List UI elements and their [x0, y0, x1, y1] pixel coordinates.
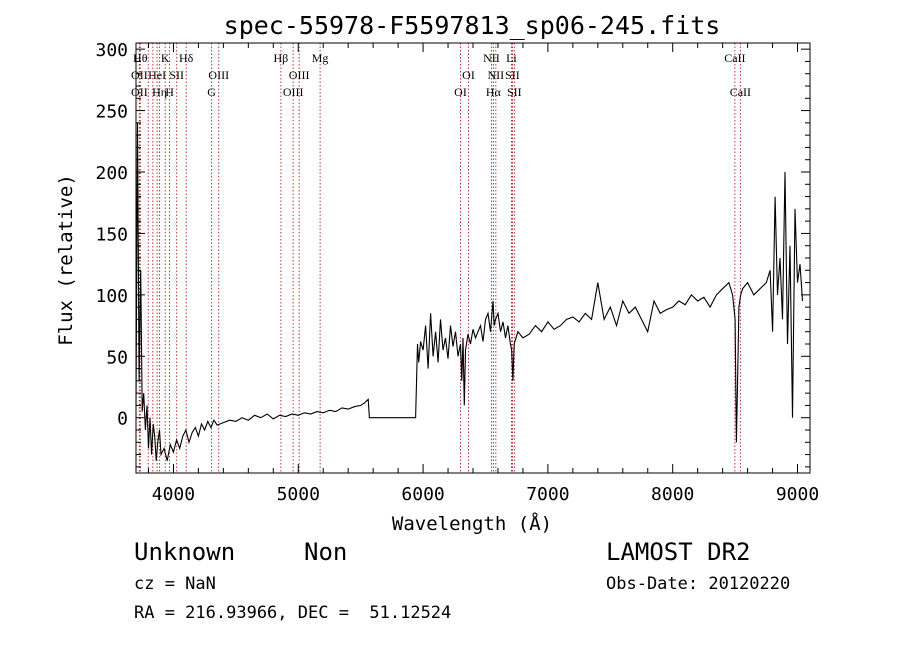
- line-label-10: Hδ: [179, 51, 194, 65]
- line-label-8: H: [165, 85, 174, 99]
- axis-ticks: 4000 5000 6000 7000 8000 9000 0 50 100 150 200 250 3…: [95, 40, 819, 505]
- y-tick-label-6: 300: [95, 40, 128, 61]
- line-label-11: G: [207, 85, 216, 99]
- line-label-15: OIII: [289, 68, 310, 82]
- spectral-line-markers: [138, 43, 741, 473]
- y-axis-label: Flux (relative): [55, 174, 77, 346]
- line-label-6: Hη: [152, 85, 167, 99]
- line-label-18: OI: [462, 68, 475, 82]
- survey-name: LAMOST DR2: [606, 538, 751, 566]
- y-tick-label-5: 250: [95, 102, 128, 123]
- line-label-14: OIII: [283, 85, 304, 99]
- x-tick-label-0: 4000: [152, 484, 195, 505]
- line-label-12: OIII: [208, 68, 229, 82]
- y-tick-label-1: 50: [106, 347, 128, 368]
- subclass: Non: [304, 538, 348, 566]
- line-label-24: SII: [507, 85, 522, 99]
- line-label-16: Mg: [312, 51, 329, 65]
- line-label-0: Hθ: [133, 51, 148, 65]
- y-tick-label-4: 200: [95, 163, 128, 184]
- line-label-5: HeI: [148, 68, 166, 82]
- y-tick-label-3: 150: [95, 224, 128, 245]
- line-label-23: SII: [505, 68, 520, 82]
- y-tick-label-2: 100: [95, 286, 128, 307]
- line-label-19: NII: [483, 51, 500, 65]
- redshift-readout: cz = NaN: [134, 574, 216, 594]
- chart-title: spec-55978-F5597813_sp06-245.fits: [224, 11, 721, 40]
- line-label-22: Li: [506, 51, 517, 65]
- x-tick-label-3: 7000: [526, 484, 569, 505]
- line-label-1: OII: [131, 68, 148, 82]
- line-label-20: Hα: [486, 85, 502, 99]
- y-tick-label-0: 0: [117, 409, 128, 430]
- line-label-13: Hβ: [274, 51, 289, 65]
- x-tick-label-5: 9000: [776, 484, 819, 505]
- object-class: Unknown: [134, 538, 236, 566]
- line-label-7: K: [161, 51, 170, 65]
- line-label-2: OII: [131, 85, 148, 99]
- line-label-21: NII: [488, 68, 505, 82]
- spectrum-trace: [135, 122, 804, 461]
- line-label-9: SII: [169, 68, 184, 82]
- spectral-line-labels: HθOIIOIIHeIHηKHSIIHδGOIIIHβOIIIOIIIMgOIO…: [131, 51, 751, 99]
- line-label-25: CaII: [724, 51, 745, 65]
- x-tick-label-4: 8000: [651, 484, 694, 505]
- line-label-17: OI: [454, 85, 467, 99]
- line-label-26: CaII: [730, 85, 751, 99]
- x-tick-label-1: 5000: [277, 484, 320, 505]
- coordinates: RA = 216.93966, DEC = 51.12524: [134, 603, 452, 623]
- x-axis-label: Wavelength (Å): [392, 512, 552, 535]
- x-tick-label-2: 6000: [401, 484, 444, 505]
- obs-date: Obs-Date: 20120220: [606, 574, 791, 594]
- plot-frame: [135, 42, 811, 474]
